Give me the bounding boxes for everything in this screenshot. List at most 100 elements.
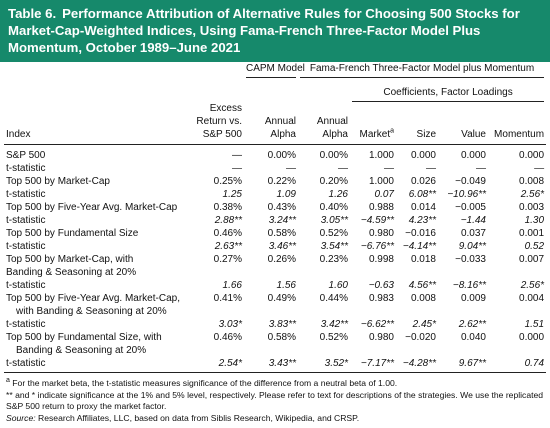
cell: −6.76**: [360, 241, 394, 252]
cell: 1.000: [368, 176, 394, 187]
note: a For the market beta, the t-statistic m…: [6, 377, 544, 390]
table-row: t-statistic 2.88** 3.24** 3.05** −4.59** 4.23…: [4, 214, 546, 227]
cell: 0.983: [368, 293, 394, 304]
notes: a For the market beta, the t-statistic m…: [6, 377, 544, 425]
label-line: t-statistic: [6, 163, 46, 174]
note: Source: Research Affiliates, LLC, based …: [6, 413, 544, 425]
cell: −0.005: [455, 202, 486, 213]
column-label: Momentum: [494, 129, 545, 140]
row-label: Top 500 by Market-Cap: [4, 175, 186, 188]
table-row: Top 500 by Market-Cap 0.25% 0.22% 0.20% 1.00…: [4, 175, 546, 188]
cell: −6.62**: [360, 319, 394, 330]
cell: 3.24**: [268, 215, 296, 226]
cell: 3.03*: [218, 319, 242, 330]
label-line: Top 500 by Fundamental Size: [6, 228, 139, 239]
note: ** and * indicate significance at the 1%…: [6, 389, 544, 412]
table: CAPM Model Fama-French Three-Factor Model…: [4, 62, 547, 373]
cell: 0.000: [519, 150, 545, 161]
column-label: Excess Return vs. S&P 500: [196, 103, 242, 140]
cell: 1.25: [222, 189, 242, 200]
column-header: Momentum: [488, 102, 547, 145]
column-header: Value: [438, 102, 488, 145]
cell: —: [476, 163, 486, 174]
table-row: Top 500 by Five-Year Avg. Market-Cap, wit…: [4, 292, 546, 318]
cell: 0.27%: [213, 254, 242, 265]
cell: 0.58%: [267, 228, 296, 239]
source-text: Research Affiliates, LLC, based on data …: [35, 412, 360, 423]
cell: 0.23%: [319, 254, 348, 265]
row-label: Top 500 by Market-Cap, with Banding & Sea…: [4, 253, 186, 279]
cell: 1.000: [368, 150, 394, 161]
cell: 2.54*: [186, 357, 244, 373]
note-text: For the market beta, the t-statistic mea…: [9, 378, 398, 388]
cell: 2.63**: [214, 241, 242, 252]
table-row: t-statistic 2.54* 3.43** 3.52* −7.17** −4.28*…: [4, 357, 547, 373]
cell: Coefficients, Factor Loadings: [350, 78, 546, 102]
row-label: S&P 500: [4, 145, 186, 163]
cell: −0.020: [405, 332, 436, 343]
cell: 1.09: [276, 189, 296, 200]
table-row: Top 500 by Five-Year Avg. Market-Cap 0.38…: [4, 201, 546, 214]
cell: −0.016: [405, 228, 436, 239]
cell: 0.41%: [213, 293, 242, 304]
label-line: t-statistic: [6, 241, 46, 252]
cell: 0.008: [410, 293, 436, 304]
cell: 0.003: [519, 202, 545, 213]
cell: 3.43**: [244, 357, 298, 373]
cell: [4, 62, 244, 78]
cell: 0.980: [368, 332, 394, 343]
column-note: a: [390, 127, 394, 135]
cell: 0.037: [460, 228, 486, 239]
cell: 0.46%: [213, 228, 242, 239]
cell: 0.38%: [213, 202, 242, 213]
cell: 1.66: [222, 280, 242, 291]
cell: 2.56*: [520, 189, 545, 200]
column-label: Index: [6, 129, 31, 140]
column-label: Value: [461, 129, 486, 140]
cell: [4, 78, 350, 102]
cell: 1.51: [524, 319, 545, 330]
cell: 0.007: [519, 254, 545, 265]
cell: −1.44: [460, 215, 486, 226]
cell: 3.83**: [268, 319, 296, 330]
cell: 2.56*: [520, 280, 545, 291]
table-row: t-statistic — — — — — — —: [4, 162, 546, 175]
cell: −4.14**: [402, 241, 436, 252]
table-title: Performance Attribution of Alternative R…: [8, 6, 520, 55]
row-label: t-statistic: [4, 162, 186, 175]
cell: 6.08**: [408, 189, 436, 200]
label-line: with Banding & Seasoning at 20%: [16, 306, 167, 317]
cell: —: [338, 163, 348, 174]
cell: 2.62**: [458, 319, 486, 330]
cell: 1.26: [328, 189, 348, 200]
column-label: Annual Alpha: [264, 116, 296, 140]
cell: 0.001: [519, 228, 545, 239]
cell: −0.049: [455, 176, 486, 187]
cell: 4.56**: [408, 280, 436, 291]
row-label: Top 500 by Five-Year Avg. Market-Cap: [4, 201, 186, 214]
cell: 1.30: [524, 215, 545, 226]
label-line: Banding & Seasoning at 20%: [16, 345, 147, 356]
cell: 4.23**: [408, 215, 436, 226]
label-line: Top 500 by Five-Year Avg. Market-Cap,: [6, 293, 180, 304]
cell: 0.52%: [319, 228, 348, 239]
row-label: t-statistic: [4, 188, 186, 201]
cell: −8.16**: [452, 280, 486, 291]
group-label: Coefficients, Factor Loadings: [352, 86, 545, 102]
cell: −4.59**: [360, 215, 394, 226]
title-band: Table 6. Performance Attribution of Alter…: [0, 0, 550, 62]
table-label: Table 6.: [8, 6, 57, 21]
label-line: t-statistic: [6, 280, 46, 291]
label-line: Banding & Seasoning at 20%: [6, 267, 137, 278]
row-label: Top 500 by Fundamental Size, with Banding…: [4, 331, 186, 357]
cell: −7.17**: [350, 357, 396, 373]
cell: 9.04**: [458, 241, 486, 252]
row-label: t-statistic: [4, 279, 186, 292]
cell: −0.033: [455, 254, 486, 265]
header-row: Index Excess Return vs. S&P 500 Annual Alp…: [4, 102, 547, 145]
column-label: Market: [359, 129, 391, 140]
cell: −10.96**: [447, 189, 486, 200]
cell: 0.980: [368, 228, 394, 239]
group-row: CAPM Model Fama-French Three-Factor Model…: [4, 62, 546, 78]
cell: 0.26%: [267, 254, 296, 265]
